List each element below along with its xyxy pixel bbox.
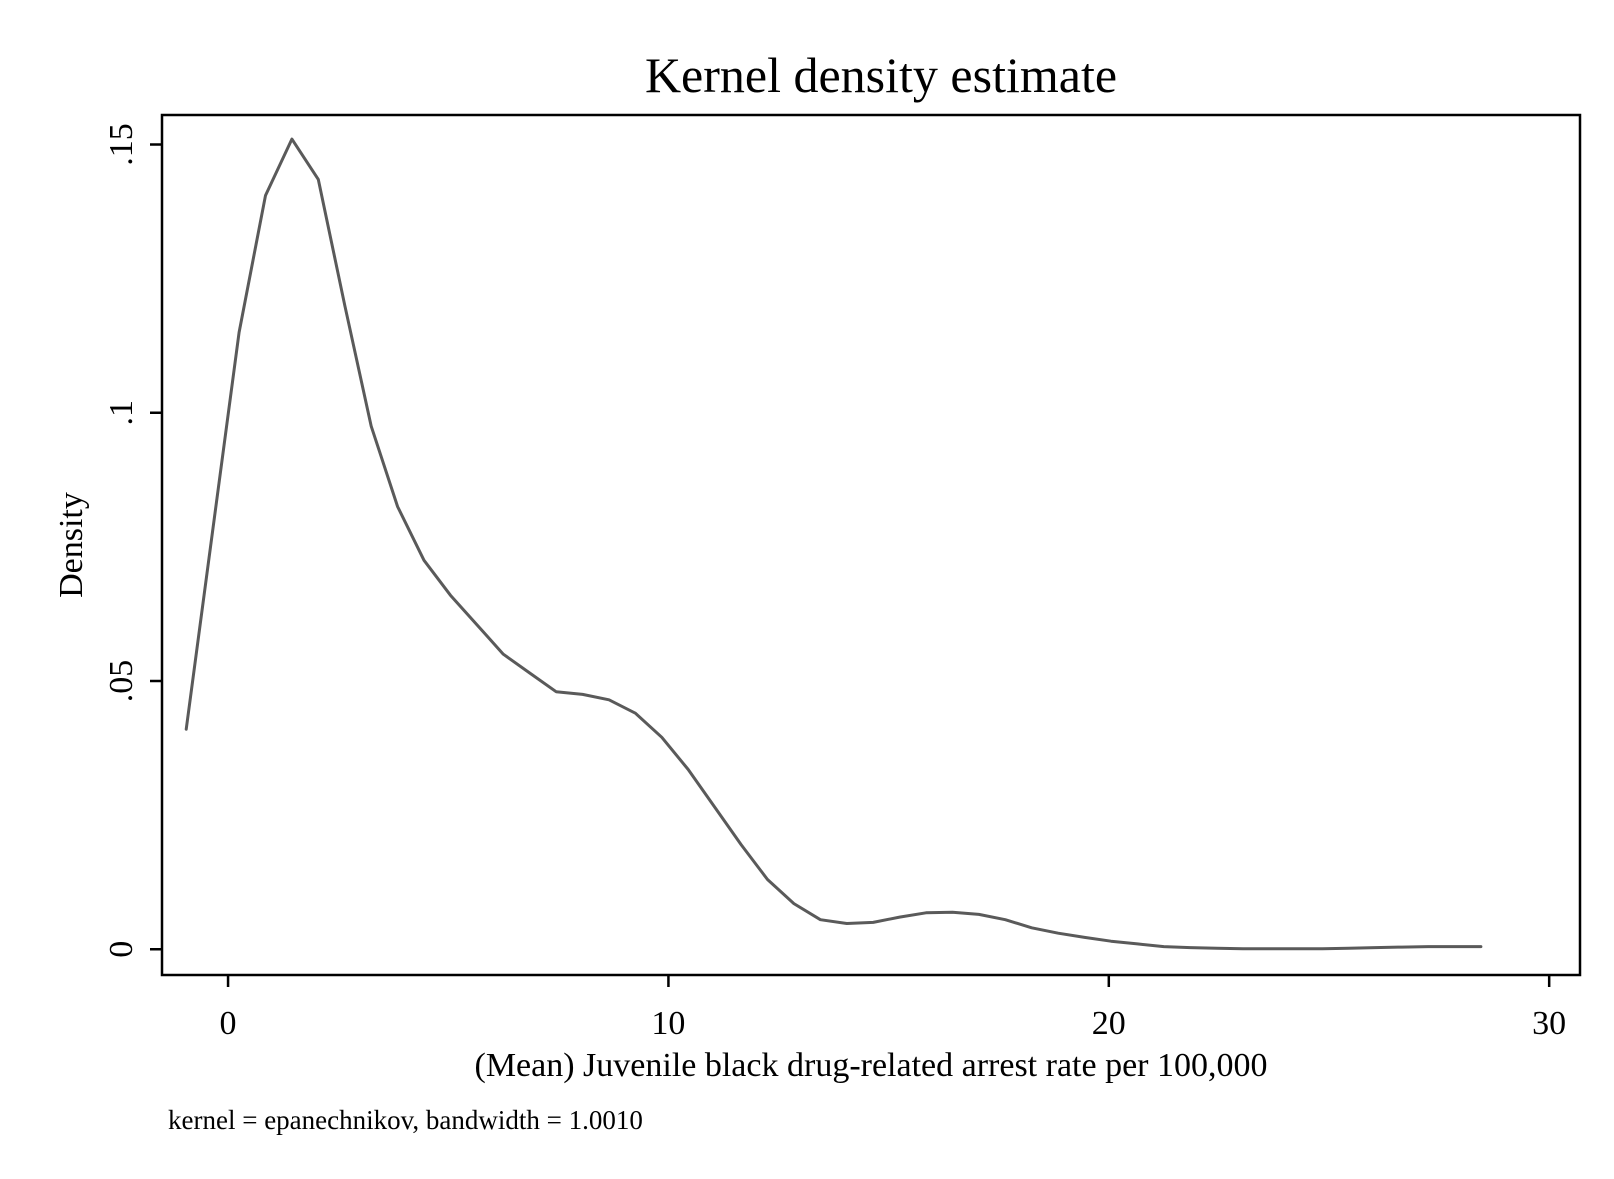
x-axis-label: (Mean) Juvenile black drug-related arres… bbox=[475, 1047, 1268, 1084]
chart-title: Kernel density estimate bbox=[645, 47, 1117, 103]
x-tick-label: 20 bbox=[1092, 1005, 1126, 1042]
kernel-note: kernel = epanechnikov, bandwidth = 1.001… bbox=[168, 1105, 643, 1135]
plot-frame bbox=[160, 113, 1582, 977]
x-tick-label: 10 bbox=[651, 1005, 685, 1042]
y-axis: 0 .05 .1 .15 bbox=[103, 123, 162, 958]
x-tick-label: 0 bbox=[220, 1005, 237, 1042]
x-axis: 0 10 20 30 bbox=[220, 975, 1566, 1042]
y-tick-label: .05 bbox=[103, 660, 140, 703]
density-curve bbox=[184, 137, 1483, 951]
y-axis-label: Density bbox=[53, 492, 90, 598]
y-tick-label: .1 bbox=[103, 400, 140, 426]
x-tick-label: 30 bbox=[1532, 1005, 1566, 1042]
y-tick-label: 0 bbox=[103, 941, 140, 958]
y-tick-label: .15 bbox=[103, 123, 140, 166]
